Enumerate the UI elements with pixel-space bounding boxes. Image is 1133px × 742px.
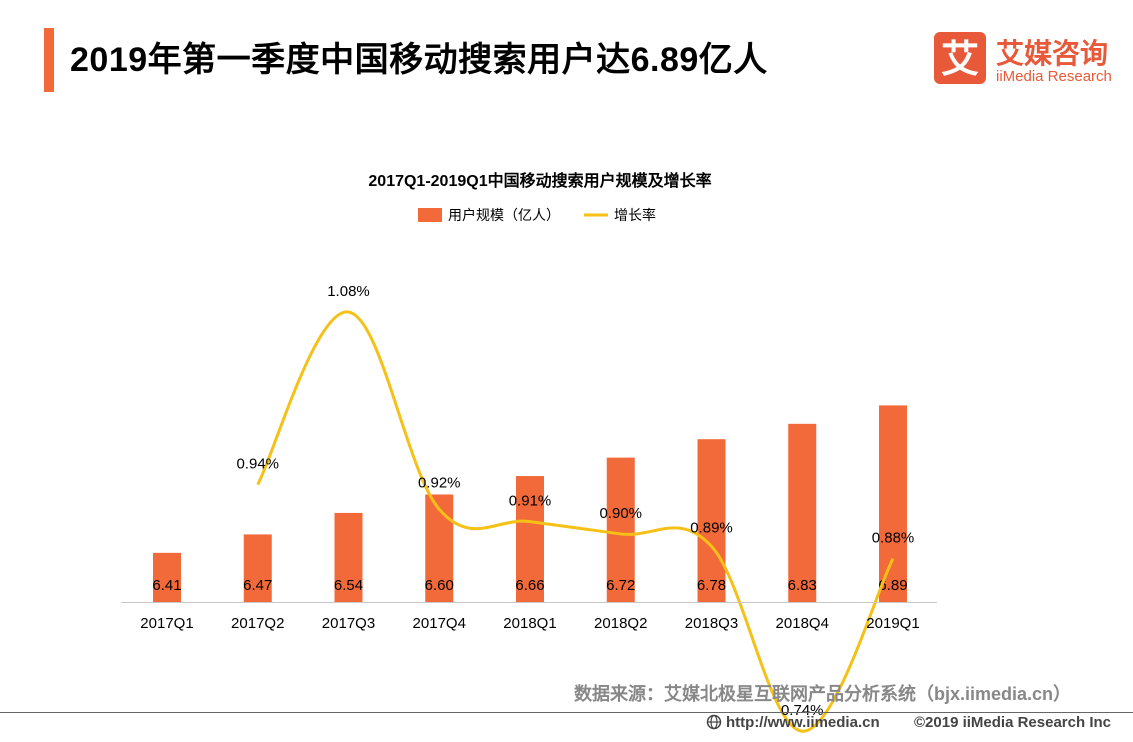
brand-name-cn: 艾媒咨询: [996, 38, 1109, 69]
bar-2018Q4: [788, 423, 817, 602]
svg-text:艾: 艾: [941, 39, 979, 81]
bar-2018Q3: [697, 439, 726, 602]
data-source: 数据来源：艾媒北极星互联网产品分析系统（bjx.iimedia.cn）: [573, 684, 1071, 704]
rate-label-2018Q3: 0.89%: [690, 519, 733, 536]
brand-name-en: iiMedia Research: [996, 68, 1112, 85]
rate-label-2017Q2: 0.94%: [236, 456, 279, 473]
page-title: 2019年第一季度中国移动搜索用户达6.89亿人: [70, 41, 768, 79]
bar-2018Q1: [516, 476, 544, 602]
x-tick-2018Q4: 2018Q4: [776, 615, 829, 632]
line-group: 0.94% 1.08% 0.92% 0.91% 0.90% 0.89% 0.74% 0.88%: [236, 283, 915, 733]
legend: 用户规模（亿人） 增长率: [418, 207, 656, 223]
x-tick-2018Q3: 2018Q3: [685, 615, 738, 632]
footer-divider: [0, 712, 1133, 713]
title-accent-bar: [44, 28, 54, 92]
bar-2019Q1: [879, 405, 907, 602]
rate-label-2018Q2: 0.90%: [599, 505, 642, 522]
globe-icon: [706, 714, 722, 730]
footer-url[interactable]: http://www.iimedia.cn: [706, 714, 880, 731]
legend-label-line: 增长率: [614, 207, 656, 223]
bar-2017Q4: [425, 494, 454, 602]
x-tick-2017Q2: 2017Q2: [231, 615, 284, 632]
bar-label-2017Q3: 6.54: [334, 577, 363, 594]
legend-swatch-bar: [418, 208, 442, 222]
bar-label-2018Q3: 6.78: [697, 577, 726, 594]
x-tick-2018Q2: 2018Q2: [594, 615, 647, 632]
bar-label-2017Q4: 6.60: [425, 577, 454, 594]
bar-label-2017Q2: 6.47: [243, 577, 272, 594]
x-axis: 2017Q1 2017Q2 2017Q3 2017Q4 2018Q1 2018Q2 2018…: [121, 602, 937, 632]
bar-label-2018Q2: 6.72: [606, 577, 635, 594]
chart-title: 2017Q1-2019Q1中国移动搜索用户规模及增长率: [368, 171, 711, 190]
rate-label-2017Q4: 0.92%: [418, 474, 461, 491]
x-tick-2017Q3: 2017Q3: [322, 615, 375, 632]
legend-label-bar: 用户规模（亿人）: [448, 207, 560, 223]
bar-2017Q2: [243, 534, 272, 602]
bar-label-2018Q1: 6.66: [515, 577, 544, 594]
x-tick-2017Q1: 2017Q1: [140, 615, 193, 632]
rate-label-2018Q4: 0.74%: [781, 702, 824, 719]
x-tick-2019Q1: 2019Q1: [866, 615, 919, 632]
bar-label-2018Q4: 6.83: [788, 577, 817, 594]
footer-copyright: ©2019 iiMedia Research Inc: [914, 714, 1111, 731]
bar-label-2019Q1: 6.89: [878, 577, 907, 594]
rate-label-2019Q1: 0.88%: [872, 530, 915, 547]
brand-logo-icon: 艾: [934, 32, 986, 84]
bar-2017Q3: [334, 512, 363, 602]
x-tick-2017Q4: 2017Q4: [413, 615, 466, 632]
growth-rate-line: [256, 310, 895, 733]
footer-url-text: http://www.iimedia.cn: [726, 714, 880, 731]
rate-label-2018Q1: 0.91%: [509, 493, 552, 510]
brand: 艾 艾媒咨询 iiMedia Research: [934, 32, 1124, 86]
bar-2017Q1: [153, 552, 181, 602]
x-tick-2018Q1: 2018Q1: [503, 615, 556, 632]
bar-2018Q2: [606, 457, 635, 602]
rate-label-2017Q3: 1.08%: [327, 283, 370, 300]
bars-group: 6.41 6.47 6.54 6.60 6.66 6.72 6.78 6.83 6.89: [152, 405, 908, 602]
bar-label-2017Q1: 6.41: [152, 577, 181, 594]
